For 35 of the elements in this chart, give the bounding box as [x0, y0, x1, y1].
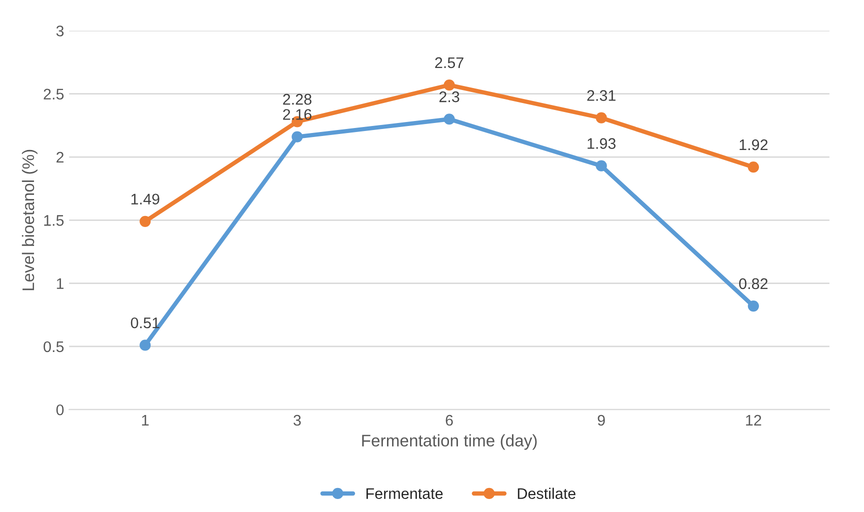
x-tick-label: 9 [598, 414, 605, 426]
data-label: 2.28 [283, 94, 312, 105]
data-label: 1.49 [131, 194, 160, 205]
data-label: 0.82 [739, 278, 768, 290]
x-tick-label: 12 [746, 414, 762, 426]
x-tick-label: 6 [446, 414, 453, 426]
point [596, 112, 607, 124]
x-tick-label: 1 [142, 415, 149, 426]
point [748, 300, 759, 312]
y-tick-label: 2.5 [44, 88, 64, 100]
data-label: 2.16 [283, 109, 312, 120]
y-tick-label: 0.5 [44, 341, 64, 352]
y-axis-title: Level bioetanol (%) [22, 150, 38, 290]
y-tick-label: 0 [56, 404, 64, 416]
point [444, 114, 455, 125]
y-tick-label: 1.5 [44, 215, 64, 226]
data-label: 2.3 [439, 91, 460, 102]
y-tick-label: 3 [56, 26, 64, 36]
data-label: 1.93 [588, 138, 616, 149]
point [444, 79, 455, 91]
data-label: 1.92 [740, 139, 768, 150]
point [596, 160, 607, 172]
legend-label: Destilate [518, 488, 576, 499]
x-axis-title: Fermentation time (day) [362, 434, 537, 450]
point [748, 162, 759, 173]
y-tick-label: 2 [56, 152, 64, 163]
data-label: 2.57 [435, 57, 464, 68]
point [140, 216, 151, 227]
legend-label: Fermentate [366, 488, 443, 499]
y-tick-label: 1 [56, 278, 64, 289]
data-label: 2.31 [587, 90, 616, 101]
x-tick-label: 3 [294, 414, 301, 426]
data-label: 0.51 [130, 317, 160, 328]
point [140, 340, 151, 351]
point [292, 131, 303, 142]
